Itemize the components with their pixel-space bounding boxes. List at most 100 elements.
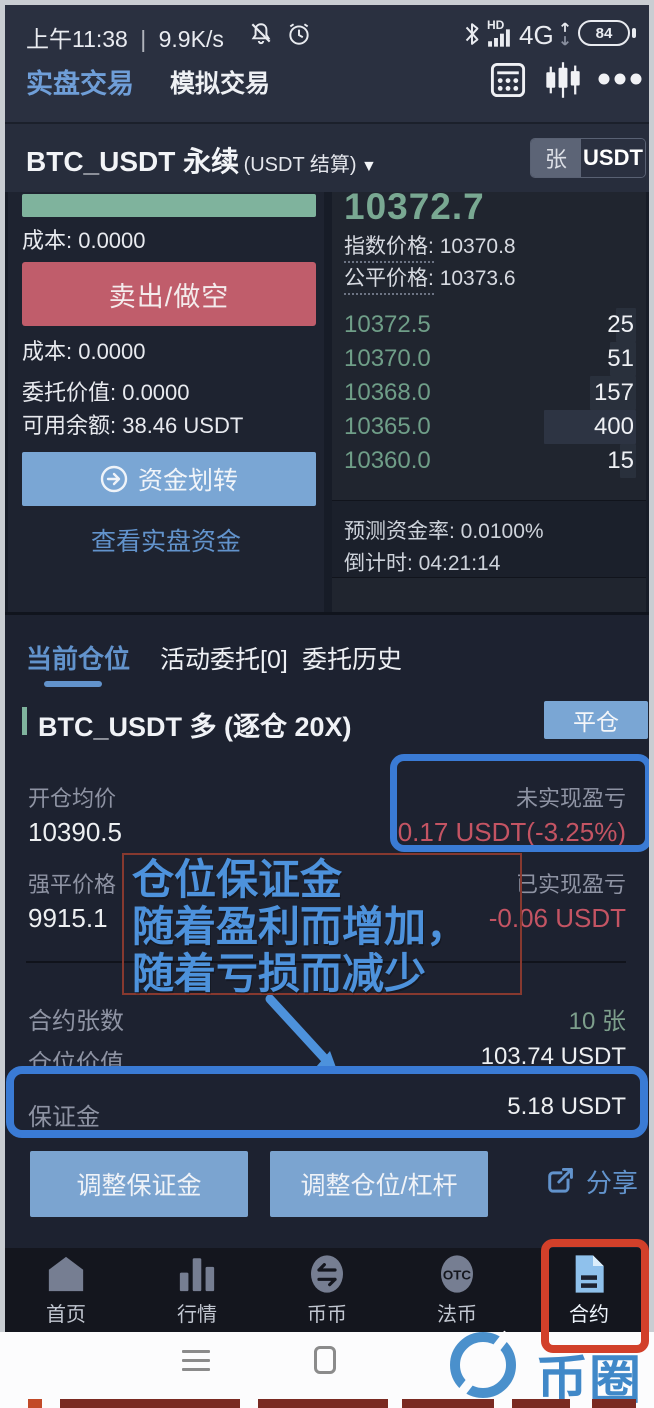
realized-pnl-value: -0.06 USDT [488, 903, 626, 933]
open-price-label: 开仓均价 [28, 786, 117, 811]
contract-doc-icon [575, 1255, 604, 1293]
book-price: 10365.0 [344, 413, 431, 440]
book-qty: 15 [607, 447, 634, 474]
funding-rate: 预测资金率: 0.0100% [344, 520, 544, 543]
depth-bar [590, 376, 636, 410]
depth-bar [620, 444, 636, 478]
otc-icon: OTC [441, 1255, 473, 1293]
order-value-label: 委托价值: 0.0000 [22, 380, 190, 405]
network-type: 4G [519, 20, 554, 50]
order-book-row[interactable]: 10372.5 25 [344, 308, 636, 342]
nav-markets[interactable]: 行情 [147, 1254, 247, 1327]
unrealized-pnl-label: 未实现盈亏 [515, 786, 626, 811]
order-book-row[interactable]: 10368.0 157 [344, 376, 636, 410]
view-funds-link[interactable]: 查看实盘资金 [90, 528, 241, 556]
annotation-box-contracts-tab [541, 1239, 649, 1353]
book-price: 10360.0 [344, 447, 431, 474]
book-price: 10372.5 [344, 311, 431, 338]
status-header: 上午11:38 | 9.9K/s HD 4G [0, 0, 654, 122]
annotation-line-1: 仓位保证金 [132, 856, 343, 903]
nav-fiat[interactable]: OTC 法币 [407, 1254, 507, 1327]
tab-current-positions[interactable]: 当前仓位 [26, 644, 131, 674]
fund-transfer-button[interactable]: 资金划转 [22, 452, 316, 506]
index-price-line: 指数价格: 10370.8 [344, 230, 516, 263]
bar-chart-icon [179, 1258, 215, 1292]
recents-button[interactable] [182, 1350, 210, 1377]
position-value: 103.74 USDT [480, 1043, 626, 1070]
watermark-logo-icon [450, 1332, 516, 1398]
status-separator: | [140, 26, 147, 52]
unit-toggle-contracts[interactable]: 张 [531, 139, 581, 177]
alarm-clock-icon [289, 23, 309, 45]
order-book-row[interactable]: 10365.0 400 [344, 410, 636, 444]
watermark-text: 币圈子 [536, 1352, 643, 1408]
cutoff-text-strip [28, 1399, 42, 1408]
open-price-value: 10390.5 [28, 817, 122, 847]
bluetooth-icon [465, 23, 479, 45]
buy-button-partial[interactable] [22, 194, 316, 217]
cost-short-label: 成本: 0.0000 [22, 339, 146, 364]
order-book-row[interactable]: 10360.0 15 [344, 444, 636, 478]
cutoff-text-strip [402, 1399, 494, 1408]
adjust-position-button[interactable]: 调整仓位/杠杆 [270, 1151, 488, 1217]
symbol-selector[interactable]: BTC_USDT 永续 (USDT 结算) ▼ [26, 140, 377, 180]
available-balance-label: 可用余额: 38.46 USDT [22, 413, 244, 438]
book-price: 10368.0 [344, 379, 431, 406]
annotation-line-2: 随着盈利而增加， [132, 903, 469, 950]
annotation-box-note [122, 853, 522, 995]
cutoff-text-strip [592, 1399, 636, 1408]
book-qty: 157 [593, 379, 634, 406]
order-book-row[interactable]: 10370.0 51 [344, 342, 636, 376]
hd-indicator: HD [487, 18, 505, 32]
depth-bar [610, 342, 636, 376]
contracts-label: 合约张数 [28, 1008, 124, 1035]
cost-long-label: 成本: 0.0000 [22, 228, 146, 253]
order-book-panel: 10372.7 指数价格: 10370.8 公平价格: 10373.6 1037… [332, 192, 646, 612]
swap-icon [311, 1255, 343, 1293]
caret-down-icon: ▼ [361, 158, 377, 175]
home-icon [48, 1256, 84, 1292]
positions-section: 当前仓位 活动委托[0] 委托历史 BTC_USDT 多 (逐仓 20X) 平仓… [0, 612, 654, 1248]
calculator-icon[interactable] [490, 62, 526, 98]
symbol-bar: BTC_USDT 永续 (USDT 结算) ▼ 张 USDT [0, 122, 654, 192]
funding-countdown: 倒计时: 04:21:14 [344, 552, 501, 575]
fund-transfer-label: 资金划转 [137, 467, 238, 495]
share-label: 分享 [586, 1168, 639, 1198]
otc-badge-text: OTC [443, 1267, 472, 1282]
adjust-margin-button[interactable]: 调整保证金 [30, 1151, 248, 1217]
sell-short-button[interactable]: 卖出/做空 [22, 262, 316, 326]
tab-demo-trading[interactable]: 模拟交易 [170, 70, 271, 98]
margin-label: 保证金 [28, 1104, 100, 1131]
symbol-name: BTC_USDT 永续 [26, 146, 240, 177]
frame-edge [0, 0, 654, 5]
annotation-box-unrealized-pnl [390, 754, 652, 852]
index-price-label: 指数价格: [344, 235, 434, 263]
nav-contracts[interactable]: 合约 [539, 1254, 639, 1327]
share-button[interactable]: 分享 [544, 1163, 638, 1200]
book-qty: 400 [593, 413, 634, 440]
signal-bars-icon [488, 29, 510, 47]
nav-label: 币币 [307, 1304, 347, 1326]
unit-toggle-usdt[interactable]: USDT [581, 139, 645, 177]
clock-time: 上午11:38 [26, 26, 128, 52]
share-icon [548, 1167, 573, 1193]
index-price-value: 10370.8 [439, 235, 516, 258]
candlestick-chart-icon[interactable] [544, 60, 582, 100]
cutoff-text-strip [258, 1399, 388, 1408]
nav-spot[interactable]: 币币 [277, 1254, 377, 1327]
more-menu-icon[interactable] [598, 72, 642, 86]
android-gesture-bar: 币圈子 [0, 1330, 654, 1408]
home-button[interactable] [314, 1346, 336, 1374]
nav-label: 法币 [437, 1304, 477, 1326]
order-entry-panel: 成本: 0.0000 卖出/做空 成本: 0.0000 委托价值: 0.0000… [8, 192, 324, 612]
nav-home[interactable]: 首页 [16, 1254, 116, 1327]
tab-order-history[interactable]: 委托历史 [302, 646, 403, 674]
close-position-button[interactable]: 平仓 [544, 701, 648, 739]
battery-level: 84 [595, 24, 613, 42]
tab-active-orders[interactable]: 活动委托[0] [160, 646, 288, 674]
book-qty: 25 [607, 311, 634, 338]
position-title: BTC_USDT 多 (逐仓 20X) [38, 712, 352, 742]
unit-toggle[interactable]: 张 USDT [530, 138, 646, 178]
tab-live-trading[interactable]: 实盘交易 [26, 69, 134, 99]
